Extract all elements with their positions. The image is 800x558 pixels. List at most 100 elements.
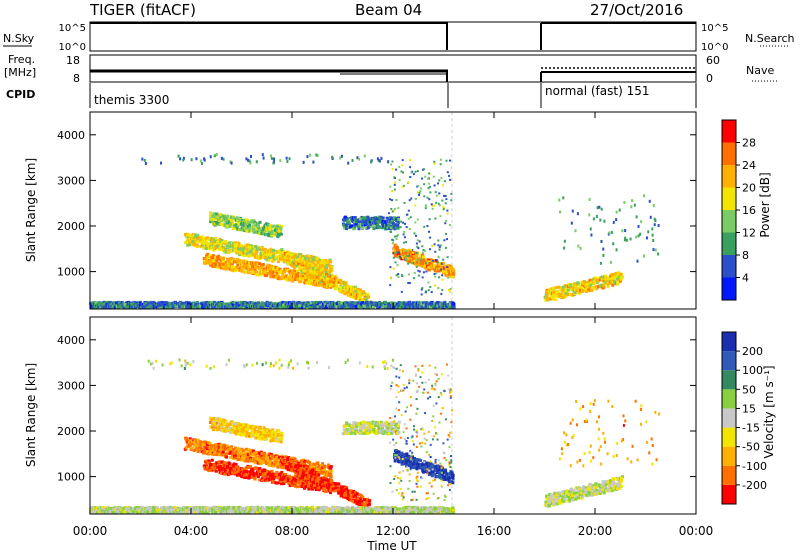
- freq-tick-top: 18: [66, 54, 80, 67]
- sparse-cell: [653, 204, 655, 207]
- noise-cell: [409, 228, 411, 230]
- noise-cell: [416, 259, 418, 261]
- sparse-cell: [631, 199, 633, 202]
- sparse-cell: [654, 219, 656, 222]
- sparse-cell: [599, 219, 601, 222]
- echo-cell: [363, 305, 366, 308]
- echo-cell: [589, 279, 592, 282]
- cpid-label: CPID: [6, 88, 35, 101]
- noise-cell: [398, 218, 400, 220]
- noise-cell: [388, 212, 390, 214]
- noise-cell: [441, 200, 443, 202]
- nsky-tick-bottom: 10^0: [59, 42, 86, 53]
- noise-cell: [445, 195, 447, 197]
- echo-cell: [215, 470, 218, 473]
- sparse-cell: [610, 261, 612, 264]
- sparse-cell: [577, 245, 579, 248]
- echo-cell: [313, 275, 316, 278]
- noise-cell: [445, 160, 447, 162]
- echo-cell: [226, 215, 229, 218]
- sparse-cell: [589, 198, 591, 201]
- noise-cell: [441, 279, 443, 281]
- sparse-cell: [331, 156, 333, 159]
- sparse-cell: [289, 157, 291, 160]
- noise-cell: [426, 197, 428, 199]
- noise-cell: [437, 287, 439, 289]
- noise-cell: [417, 170, 419, 172]
- echo-cell: [361, 227, 364, 230]
- echo-cell: [290, 272, 293, 275]
- echo-cell: [310, 279, 313, 282]
- noise-cell: [414, 272, 416, 274]
- noise-cell: [419, 190, 421, 192]
- echo-cell: [336, 285, 339, 288]
- noise-cell: [429, 286, 431, 288]
- echo-cell: [218, 248, 221, 251]
- nave-label: Nave: [746, 64, 774, 77]
- sparse-cell: [608, 231, 610, 234]
- echo-cell: [211, 239, 214, 242]
- noise-cell: [422, 276, 424, 278]
- noise-cell: [394, 184, 396, 186]
- noise-cell: [443, 271, 445, 273]
- sparse-cell: [600, 262, 602, 265]
- echo-cell: [259, 256, 262, 259]
- sparse-cell: [590, 227, 592, 230]
- noise-cell: [397, 276, 399, 278]
- sparse-cell: [358, 158, 360, 161]
- noise-cell: [419, 258, 421, 260]
- sparse-cell: [271, 157, 273, 160]
- noise-cell: [427, 178, 429, 180]
- noise-cell: [393, 257, 395, 259]
- noise-cell: [432, 208, 434, 210]
- noise-cell: [446, 238, 448, 240]
- noise-cell: [397, 207, 399, 209]
- noise-cell: [445, 233, 447, 235]
- echo-cell: [552, 287, 555, 290]
- echo-cell: [397, 249, 400, 252]
- sparse-cell: [636, 260, 638, 263]
- noise-cell: [424, 176, 426, 178]
- noise-cell: [441, 263, 443, 265]
- noise-cell: [437, 244, 439, 246]
- echo-cell: [256, 248, 259, 251]
- y-tick-label: 4000: [57, 129, 85, 142]
- sparse-cell: [654, 223, 656, 226]
- noise-cell: [407, 255, 409, 257]
- sparse-cell: [306, 155, 308, 158]
- y-tick-label: 3000: [57, 174, 85, 187]
- noise-cell: [440, 163, 442, 165]
- noise-cell: [410, 249, 412, 251]
- sparse-cell: [379, 160, 381, 163]
- echo-cell: [451, 272, 454, 275]
- sparse-cell: [602, 254, 604, 257]
- noise-cell: [428, 289, 430, 291]
- noise-cell: [423, 183, 425, 185]
- echo-cell: [329, 269, 332, 272]
- echo-cell: [344, 216, 347, 219]
- noise-cell: [397, 264, 399, 266]
- echo-cell: [592, 286, 595, 289]
- noise-cell: [434, 218, 436, 220]
- sparse-cell: [144, 159, 146, 162]
- noise-cell: [402, 159, 404, 161]
- noise-cell: [416, 242, 418, 244]
- y-tick-label: 2000: [57, 220, 85, 233]
- noise-cell: [435, 191, 437, 193]
- sparse-cell: [195, 157, 197, 160]
- echo-cell: [366, 293, 369, 296]
- noise-cell: [397, 222, 399, 224]
- noise-cell: [426, 225, 428, 227]
- noise-cell: [404, 255, 406, 257]
- echo-cell: [211, 459, 214, 462]
- noise-cell: [438, 192, 440, 194]
- noise-cell: [413, 260, 415, 262]
- sparse-cell: [640, 220, 642, 223]
- echo-cell: [204, 240, 207, 243]
- noise-cell: [392, 210, 394, 212]
- noise-cell: [402, 222, 404, 224]
- noise-cell: [416, 252, 418, 254]
- sparse-cell: [558, 199, 560, 202]
